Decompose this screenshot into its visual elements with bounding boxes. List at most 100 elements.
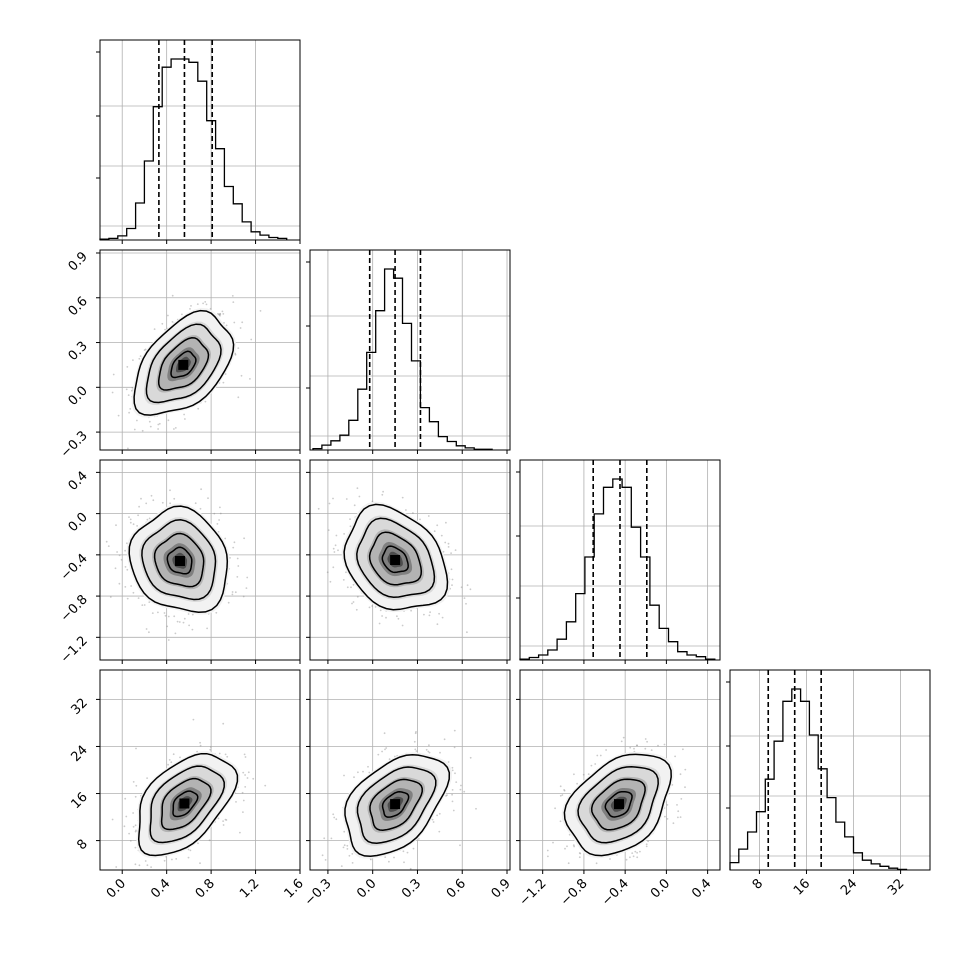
scatter-point bbox=[451, 793, 453, 796]
scatter-point bbox=[242, 811, 244, 813]
scatter-point bbox=[413, 740, 416, 743]
scatter-point bbox=[234, 591, 237, 594]
scatter-point bbox=[578, 856, 581, 859]
scatter-point bbox=[343, 533, 345, 535]
scatter-point bbox=[204, 400, 207, 403]
x-tick-label: 0.9 bbox=[489, 876, 514, 901]
scatter-point bbox=[412, 512, 414, 514]
scatter-point bbox=[451, 766, 454, 769]
scatter-point bbox=[219, 312, 222, 315]
scatter-point bbox=[139, 355, 142, 357]
scatter-point bbox=[356, 487, 359, 490]
scatter-point bbox=[599, 754, 602, 757]
scatter-point bbox=[199, 744, 202, 747]
scatter-point bbox=[345, 498, 348, 500]
x-tick-label: −0.3 bbox=[302, 876, 335, 909]
scatter-point bbox=[445, 521, 447, 524]
scatter-point bbox=[107, 545, 110, 547]
scatter-point bbox=[674, 755, 676, 758]
scatter-point bbox=[328, 502, 331, 505]
y-tick-label: −0.4 bbox=[58, 551, 91, 584]
scatter-point bbox=[475, 807, 477, 810]
contour-line-3 bbox=[141, 519, 217, 601]
scatter-point bbox=[218, 752, 221, 755]
scatter-point bbox=[126, 366, 129, 368]
x-tick-label: 32 bbox=[885, 876, 907, 898]
scatter-point bbox=[459, 788, 462, 791]
scatter-point bbox=[245, 587, 248, 589]
y-tick-label: −1.2 bbox=[58, 634, 91, 667]
scatter-point bbox=[187, 613, 190, 615]
axes-frame bbox=[519, 459, 721, 661]
scatter-point bbox=[371, 500, 374, 503]
scatter-point bbox=[438, 830, 441, 833]
scatter-point bbox=[397, 617, 400, 620]
scatter-point bbox=[636, 851, 638, 854]
scatter-point bbox=[349, 525, 352, 528]
scatter-point bbox=[644, 747, 647, 750]
scatter-point bbox=[243, 537, 246, 540]
scatter-point bbox=[242, 799, 245, 802]
scatter-point bbox=[443, 738, 446, 741]
scatter-point bbox=[133, 428, 136, 431]
scatter-point bbox=[629, 746, 632, 749]
scatter-point bbox=[379, 609, 382, 612]
scatter-point bbox=[259, 310, 262, 312]
scatter-point bbox=[134, 795, 137, 798]
x-tick-label: −0.4 bbox=[599, 876, 632, 909]
scatter-point bbox=[405, 509, 407, 511]
scatter-point bbox=[442, 550, 445, 553]
x-tick-label: −1.2 bbox=[517, 876, 550, 909]
scatter-point bbox=[196, 303, 199, 305]
scatter-point bbox=[144, 860, 147, 862]
scatter-point bbox=[451, 584, 453, 586]
scatter-point bbox=[633, 747, 635, 750]
contour-line-1 bbox=[166, 546, 193, 575]
density-panel-4-2 bbox=[309, 669, 511, 871]
scatter-point bbox=[460, 586, 463, 589]
y-tick-label: 0.4 bbox=[66, 469, 91, 494]
scatter-point bbox=[340, 865, 343, 867]
x-tick-label: 0.3 bbox=[399, 876, 424, 901]
scatter-point bbox=[346, 848, 349, 850]
y-tick-label: 24 bbox=[69, 743, 91, 765]
scatter-point bbox=[170, 761, 173, 764]
scatter-point bbox=[191, 613, 194, 616]
scatter-point bbox=[672, 822, 675, 825]
scatter-point bbox=[645, 843, 648, 846]
scatter-point bbox=[148, 420, 151, 423]
scatter-point bbox=[682, 748, 684, 751]
x-tick-label: 16 bbox=[791, 876, 813, 898]
scatter-point bbox=[345, 571, 347, 574]
scatter-point bbox=[197, 407, 200, 410]
x-tick-label: −0.8 bbox=[558, 876, 591, 909]
contour-line-3 bbox=[145, 323, 222, 404]
scatter-point bbox=[231, 591, 234, 593]
scatter-point bbox=[447, 546, 450, 548]
scatter-point bbox=[342, 579, 345, 581]
scatter-point bbox=[146, 777, 149, 779]
scatter-point bbox=[622, 736, 625, 739]
scatter-point bbox=[453, 746, 456, 749]
scatter-point bbox=[385, 747, 388, 749]
scatter-point bbox=[223, 322, 225, 324]
scatter-point bbox=[239, 327, 242, 329]
scatter-point bbox=[358, 495, 361, 498]
scatter-point bbox=[243, 753, 246, 756]
scatter-point bbox=[446, 794, 448, 796]
histogram-panel-4 bbox=[726, 669, 931, 871]
scatter-point bbox=[221, 310, 224, 313]
scatter-point bbox=[117, 414, 120, 417]
scatter-point bbox=[199, 507, 202, 510]
contour-line-4 bbox=[133, 309, 235, 416]
scatter-point bbox=[250, 338, 253, 341]
scatter-point bbox=[206, 627, 209, 630]
y-tick-label: −0.3 bbox=[58, 428, 91, 461]
y-tick-label: 8 bbox=[74, 837, 90, 853]
scatter-point bbox=[353, 504, 356, 507]
scatter-point bbox=[351, 602, 353, 605]
scatter-point bbox=[134, 846, 137, 849]
scatter-point bbox=[163, 612, 166, 614]
scatter-point bbox=[578, 852, 581, 854]
scatter-point bbox=[132, 825, 135, 828]
